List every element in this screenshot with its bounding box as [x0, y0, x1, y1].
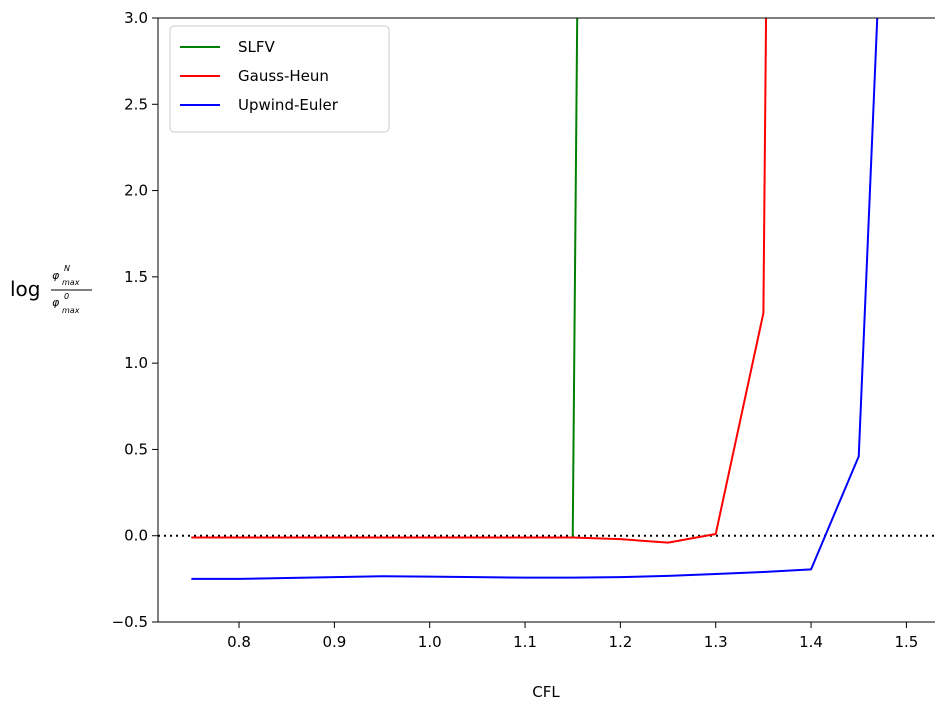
legend-label-slfv: SLFV: [238, 38, 276, 56]
series-line-gauss-heun: [191, 18, 768, 544]
y-axis-label: log φ N max φ 0 max: [10, 264, 92, 315]
svg-text:max: max: [62, 306, 80, 315]
series-layer: [191, 18, 879, 580]
x-tick-label: 0.8: [227, 633, 251, 651]
x-tick-label: 1.3: [704, 633, 728, 651]
y-tick-label: 3.0: [124, 9, 148, 27]
y-tick-label: 2.0: [124, 182, 148, 200]
x-tick-label: 0.9: [322, 633, 346, 651]
x-axis-label: CFL: [532, 683, 560, 701]
ticks-layer: 0.8 0.9 1.0 1.1 1.2 1.3 1.4 1.5 −0.5 0.0 0.5 1.0 1.5…: [112, 9, 919, 651]
legend-label-gauss-heun: Gauss-Heun: [238, 67, 329, 85]
series-line-upwind-euler: [191, 18, 879, 580]
y-tick-label: 0.0: [124, 527, 148, 545]
svg-text:N: N: [64, 264, 70, 273]
x-tick-label: 1.2: [608, 633, 632, 651]
svg-text:0: 0: [64, 292, 69, 301]
x-tick-label: 1.5: [894, 633, 918, 651]
y-tick-label: 2.5: [124, 95, 148, 113]
svg-text:φ: φ: [52, 296, 60, 309]
y-tick-label: 0.5: [124, 440, 148, 458]
svg-text:φ: φ: [52, 269, 60, 282]
y-tick-label: 1.5: [124, 268, 148, 286]
x-tick-label: 1.1: [513, 633, 537, 651]
legend-label-upwind-euler: Upwind-Euler: [238, 96, 339, 114]
x-tick-label: 1.4: [799, 633, 823, 651]
svg-text:log: log: [10, 277, 41, 301]
y-tick-label: 1.0: [124, 354, 148, 372]
x-tick-label: 1.0: [418, 633, 442, 651]
legend: SLFV Gauss-Heun Upwind-Euler: [169, 25, 390, 133]
svg-text:max: max: [62, 278, 80, 287]
axes-layer: [157, 17, 935, 623]
y-tick-label: −0.5: [112, 613, 148, 631]
